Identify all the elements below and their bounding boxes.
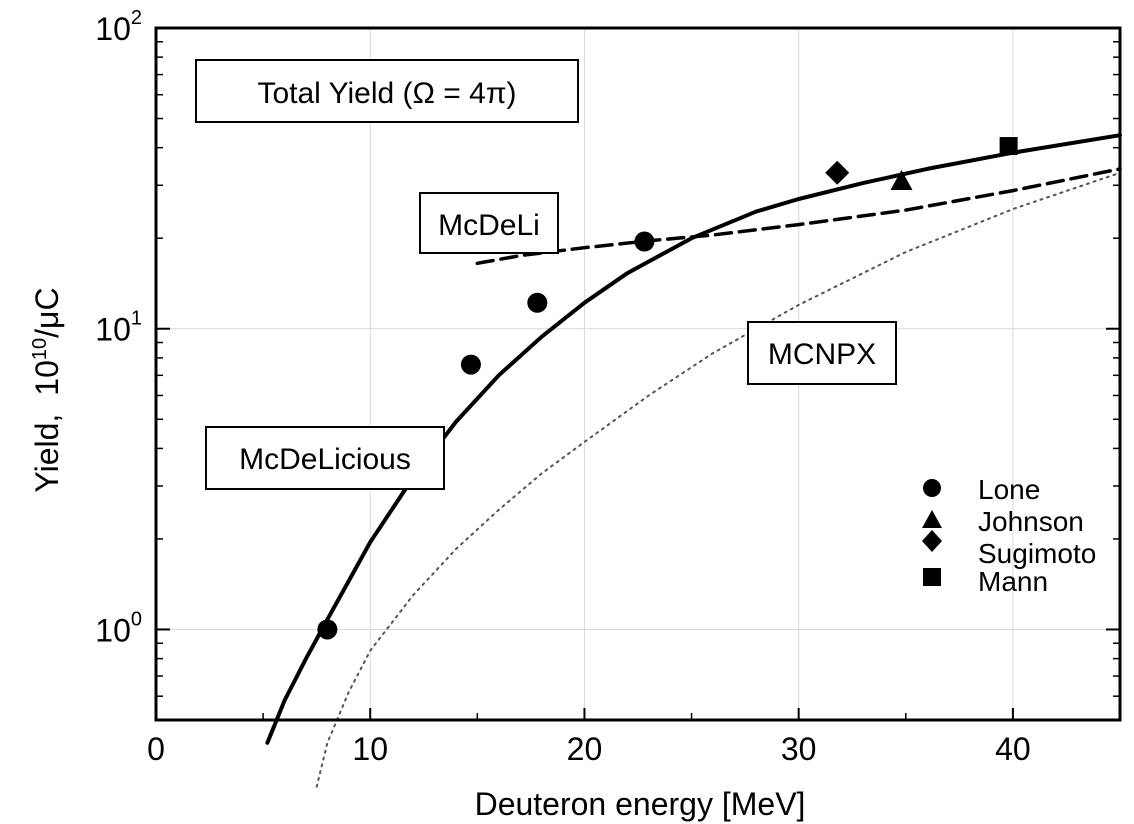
y-axis-title-prefix: Yield, (29, 414, 65, 493)
y-tick-label: 100 (95, 608, 142, 648)
y-tick-label-exponent: 1 (131, 308, 142, 330)
annotation-mcdelicious-text: McDeLicious (239, 443, 411, 476)
legend-marker-lone (923, 479, 941, 497)
y-axis-title-unit-exp: 10 (29, 338, 51, 360)
y-tick-label-base: 10 (95, 612, 131, 648)
annotation-total-yield: Total Yield (Ω = 4π) (195, 59, 579, 123)
y-tick-label: 101 (95, 308, 142, 348)
annotation-mcnpx-text: MCNPX (768, 338, 876, 371)
y-axis-title-unit-rest: /μC (29, 287, 65, 337)
data-points (317, 137, 1018, 640)
y-tick-label-base: 10 (95, 312, 131, 348)
legend-label-mann: Mann (978, 566, 1048, 597)
annotation-mcdeli: McDeLi (419, 192, 559, 254)
data-point-lone (527, 292, 548, 313)
legend-marker-sugimoto (922, 530, 942, 552)
data-point-johnson (890, 169, 913, 190)
y-axis-title-unit-base: 10 (29, 360, 65, 396)
data-point-lone (634, 231, 655, 252)
legend-marker-johnson (922, 510, 942, 528)
data-point-lone (460, 354, 481, 375)
legend-label-sugimoto: Sugimoto (978, 538, 1096, 569)
x-tick-label: 30 (781, 731, 817, 767)
plot-area-frame (154, 26, 1122, 722)
annotation-mcnpx: MCNPX (747, 321, 897, 385)
legend-label-johnson: Johnson (978, 506, 1084, 537)
annotation-mcdelicious: McDeLicious (205, 426, 445, 490)
x-tick-label: 40 (995, 731, 1031, 767)
y-tick-label: 102 (95, 7, 142, 47)
y-tick-label-base: 10 (95, 11, 131, 47)
y-axis-title: Yield, 1010/μC (29, 287, 65, 492)
data-point-sugimoto (825, 160, 850, 185)
legend: Lone Johnson Sugimoto Mann (922, 474, 1096, 597)
curve-mcdelicious (265, 133, 1122, 745)
legend-marker-mann (923, 568, 941, 586)
x-tick-label: 0 (147, 731, 165, 767)
y-tick-label-exponent: 2 (131, 7, 142, 29)
x-axis-title: Deuteron energy [MeV] (475, 786, 806, 822)
plot-frame (154, 26, 1122, 722)
annotation-total-yield-text: Total Yield (Ω = 4π) (257, 77, 516, 110)
annotation-mcdeli-text: McDeLi (438, 209, 540, 242)
y-tick-label-exponent: 0 (131, 608, 142, 630)
data-point-mann (999, 137, 1018, 156)
x-tick-label: 20 (567, 731, 603, 767)
x-tick-label: 10 (352, 731, 388, 767)
data-point-lone (317, 619, 338, 640)
legend-label-lone: Lone (978, 474, 1040, 505)
curve-mcnpx (315, 171, 1121, 788)
